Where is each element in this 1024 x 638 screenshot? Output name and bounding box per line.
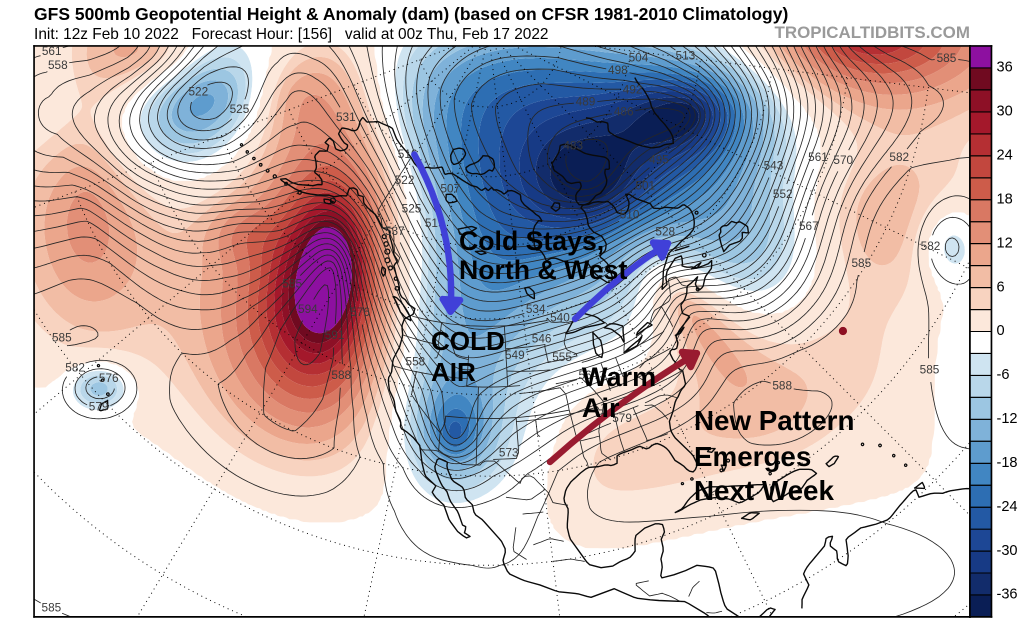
- svg-text:552: 552: [773, 187, 793, 201]
- svg-text:510: 510: [620, 207, 640, 221]
- svg-text:582: 582: [889, 150, 909, 164]
- svg-text:36: 36: [996, 60, 1012, 76]
- svg-text:New Pattern: New Pattern: [694, 405, 854, 436]
- svg-text:Cold Stays,: Cold Stays,: [459, 226, 604, 256]
- svg-text:531: 531: [336, 110, 356, 124]
- svg-text:TROPICALTIDBITS.COM: TROPICALTIDBITS.COM: [775, 23, 970, 42]
- svg-text:561: 561: [808, 150, 828, 164]
- svg-text:North & West: North & West: [459, 255, 627, 285]
- svg-text:501: 501: [635, 179, 655, 193]
- svg-text:585: 585: [282, 276, 302, 290]
- svg-text:528: 528: [655, 225, 675, 239]
- svg-text:561: 561: [42, 44, 62, 58]
- svg-text:591: 591: [325, 328, 345, 342]
- svg-text:537: 537: [385, 224, 405, 238]
- svg-text:525: 525: [402, 202, 422, 216]
- svg-text:-30: -30: [996, 543, 1017, 559]
- svg-text:489: 489: [576, 94, 596, 108]
- svg-text:6: 6: [996, 279, 1004, 295]
- svg-text:576: 576: [350, 305, 370, 319]
- svg-text:-12: -12: [996, 411, 1017, 427]
- svg-text:582: 582: [65, 360, 85, 374]
- svg-text:522: 522: [189, 85, 209, 99]
- svg-text:555: 555: [552, 350, 572, 364]
- svg-text:540: 540: [550, 311, 570, 325]
- svg-text:567: 567: [799, 219, 819, 233]
- svg-text:513: 513: [676, 48, 696, 62]
- svg-text:Init: 12z Feb 10 2022 Foreca: Init: 12z Feb 10 2022 Forecast Hour: [15…: [34, 26, 548, 43]
- svg-text:495: 495: [649, 153, 669, 167]
- svg-text:594: 594: [298, 302, 318, 316]
- svg-text:498: 498: [608, 63, 628, 77]
- svg-text:579: 579: [612, 411, 632, 425]
- svg-text:546: 546: [532, 331, 552, 345]
- svg-text:Air: Air: [582, 392, 620, 423]
- svg-text:Warm: Warm: [582, 361, 656, 392]
- svg-text:588: 588: [331, 368, 351, 382]
- svg-text:573: 573: [499, 445, 519, 459]
- svg-text:585: 585: [852, 256, 872, 270]
- svg-text:558: 558: [406, 355, 426, 369]
- svg-text:585: 585: [920, 362, 940, 376]
- svg-text:582: 582: [921, 239, 941, 253]
- svg-text:576: 576: [99, 371, 119, 385]
- svg-text:30: 30: [996, 104, 1012, 120]
- svg-text:0: 0: [996, 323, 1004, 339]
- svg-text:525: 525: [230, 102, 250, 116]
- svg-text:585: 585: [937, 51, 957, 65]
- svg-text:-18: -18: [996, 455, 1017, 471]
- svg-text:543: 543: [764, 159, 784, 173]
- svg-text:504: 504: [629, 50, 649, 64]
- svg-text:18: 18: [996, 191, 1012, 207]
- svg-text:588: 588: [772, 378, 792, 392]
- svg-text:585: 585: [42, 600, 62, 614]
- svg-text:483: 483: [563, 138, 583, 152]
- svg-text:-6: -6: [996, 367, 1009, 383]
- svg-text:570: 570: [833, 153, 853, 167]
- svg-text:AIR: AIR: [431, 357, 476, 387]
- svg-text:24: 24: [996, 148, 1012, 164]
- svg-text:GFS 500mb Geopotential Height: GFS 500mb Geopotential Height & Anomaly …: [34, 4, 788, 24]
- svg-text:12: 12: [996, 235, 1012, 251]
- svg-text:522: 522: [395, 173, 415, 187]
- svg-text:585: 585: [52, 331, 72, 345]
- svg-text:564: 564: [578, 368, 598, 382]
- svg-text:579: 579: [89, 400, 109, 414]
- svg-text:507: 507: [440, 181, 460, 195]
- svg-text:-36: -36: [996, 587, 1017, 603]
- svg-text:549: 549: [505, 348, 525, 362]
- svg-text:486: 486: [614, 105, 634, 119]
- svg-text:-24: -24: [996, 499, 1017, 515]
- svg-text:558: 558: [48, 58, 68, 72]
- svg-text:534: 534: [526, 302, 546, 316]
- svg-text:COLD: COLD: [431, 326, 505, 356]
- svg-text:Next Week: Next Week: [694, 475, 834, 506]
- svg-text:492: 492: [623, 82, 643, 96]
- svg-text:Emerges: Emerges: [694, 441, 811, 472]
